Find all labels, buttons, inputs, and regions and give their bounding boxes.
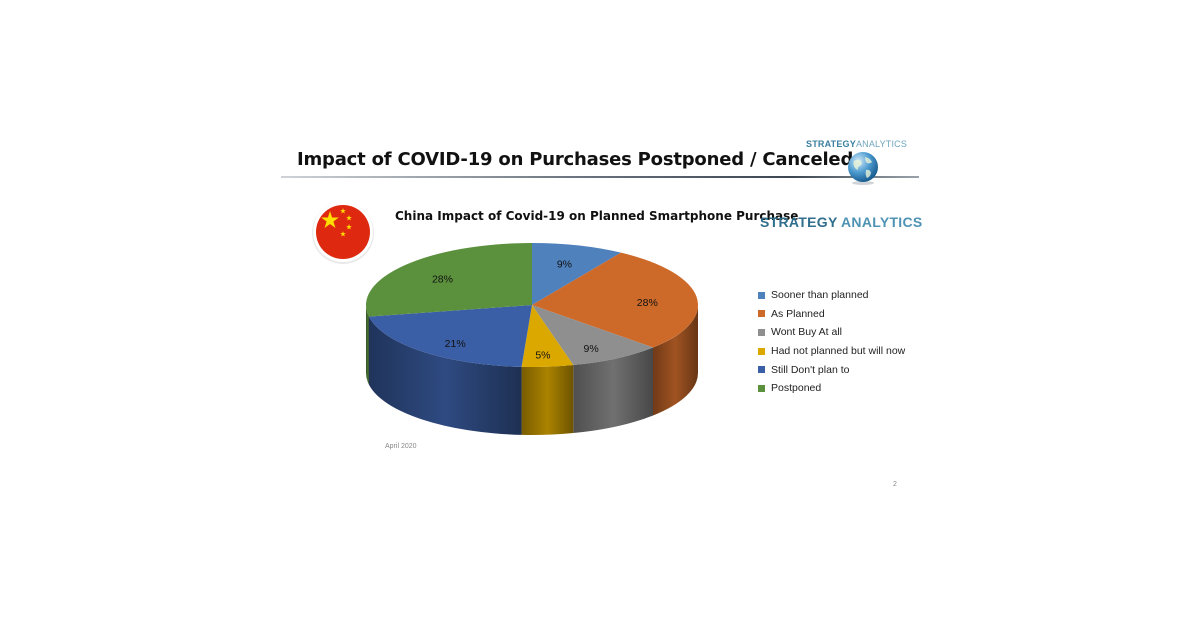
globe-icon [848, 152, 878, 185]
pie-slice-still-don-t-plan-to [368, 305, 532, 367]
legend-label: Sooner than planned [771, 289, 869, 302]
chart-title: China Impact of Covid-19 on Planned Smar… [395, 209, 799, 223]
brand-mid-b: ANALYTICS [841, 214, 923, 230]
legend-swatch [758, 384, 765, 392]
legend-swatch [758, 310, 765, 318]
pie-tops [365, 243, 698, 367]
legend-label: Had not planned but will now [771, 345, 906, 358]
legend-swatch [758, 328, 765, 336]
pie-slice-postponed [365, 243, 532, 317]
legend-item-had-not-planned-but-will-now: Had not planned but will now [758, 342, 905, 361]
pie-slice-wont-buy-at-all [532, 305, 654, 366]
page-number: 2 [893, 481, 897, 488]
slide-title: Impact of COVID-19 on Purchases Postpone… [297, 149, 854, 170]
legend-label: Postponed [771, 382, 822, 395]
pie-side-as-planned [653, 305, 698, 416]
pie-slice-had-not-planned-but-will-now [521, 305, 574, 367]
pie-label-wont-buy-at-all: 9% [584, 343, 599, 355]
pie-slice-as-planned [532, 252, 698, 348]
pie-label-sooner-than-planned: 9% [557, 258, 572, 270]
china-flag-icon [312, 202, 374, 264]
brand-mid-a: STRATEGY [760, 214, 838, 230]
pie-label-still-don-t-plan-to: 21% [445, 338, 466, 350]
pie-label-as-planned: 28% [637, 297, 658, 309]
pie-label-had-not-planned-but-will-now: 5% [535, 349, 550, 361]
legend-item-as-planned: As Planned [758, 305, 905, 324]
chart-legend: Sooner than planned As Planned Wont Buy At… [758, 286, 905, 398]
brand-logo-chart: STRATEGY ANALYTICS [760, 214, 923, 230]
legend-item-sooner-than-planned: Sooner than planned [758, 286, 905, 305]
brand-top-light: ANALYTICS [855, 139, 908, 149]
legend-item-postponed: Postponed [758, 379, 905, 398]
pie-side-had-not-planned-but-will-now [521, 365, 574, 435]
brand-logo-top: STRATEGYANALYTICS [806, 139, 907, 149]
pie-sides [366, 305, 698, 435]
brand-top-bold: STRATEGY [806, 139, 856, 149]
footnote-date: April 2020 [385, 443, 417, 450]
pie-labels: 9% 28% 9% 5% 21% 28% [432, 258, 658, 361]
legend-label: Still Don't plan to [771, 363, 850, 376]
legend-swatch [758, 291, 765, 299]
pie-label-postponed: 28% [432, 273, 453, 285]
legend-label: Wont Buy At all [771, 326, 843, 339]
title-divider [281, 176, 919, 178]
legend-item-wont-buy-at-all: Wont Buy At all [758, 323, 905, 342]
pie-side-wont-buy-at-all [573, 347, 654, 434]
legend-label: As Planned [771, 307, 825, 320]
pie-side-still-don-t-plan-to [368, 316, 522, 435]
legend-item-still-don-t-plan-to: Still Don't plan to [758, 360, 905, 379]
pie-slice-sooner-than-planned [532, 243, 621, 305]
pie-side-postponed [366, 305, 369, 385]
legend-swatch [758, 347, 765, 355]
legend-swatch [758, 366, 765, 374]
